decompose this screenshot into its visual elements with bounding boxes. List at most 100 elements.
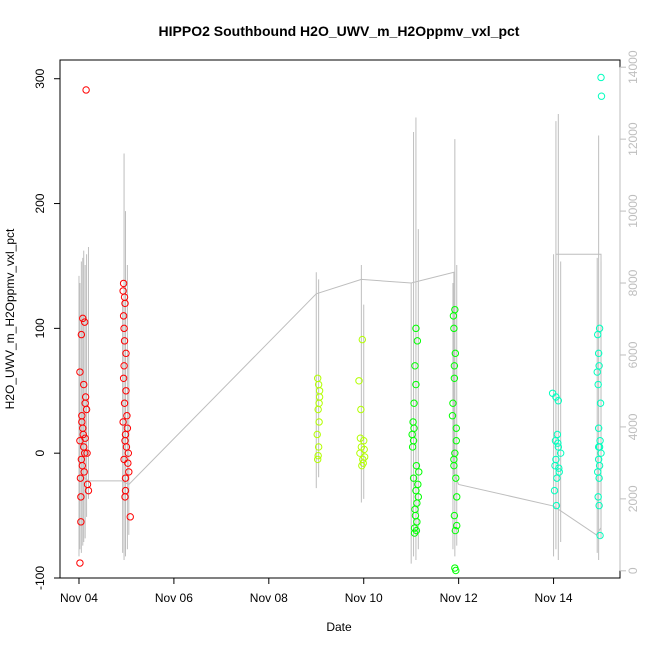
point-s0-38 (119, 287, 127, 295)
point-s0-18 (77, 518, 85, 526)
point-s3-13 (555, 464, 563, 472)
point-s2-28 (451, 349, 460, 358)
y-tick-label-2: 100 (33, 318, 47, 338)
point-s2-10 (411, 362, 419, 370)
y-axis-left: -100 0 100 200 300 (33, 68, 61, 590)
point-s1-22 (356, 434, 365, 442)
point-s3-35 (594, 443, 603, 451)
point-s3-9 (552, 393, 560, 401)
point-s2-40 (448, 412, 457, 420)
point-s1-18 (357, 405, 365, 414)
gray-connector-line (78, 253, 602, 536)
point-s2-15 (414, 480, 422, 489)
point-s1-6 (314, 443, 323, 451)
chart-title: HIPPO2 Southbound H2O_UWV_m_H2Oppmv_vxl_… (159, 23, 520, 39)
plot-frame (59, 59, 621, 579)
point-s0-19 (76, 559, 84, 567)
point-s2-22 (410, 424, 418, 432)
y-axis-label: H2O_UWV_m_H2Oppmv_vxl_pct (3, 228, 17, 409)
x-tick-label-4: Nov 12 (440, 591, 478, 605)
point-s0-30 (121, 474, 130, 482)
point-s0-51 (124, 459, 132, 467)
point-s2-16 (413, 499, 421, 507)
point-s3-3 (555, 468, 563, 476)
point-s0-29 (119, 418, 127, 426)
x-tick-label-2: Nov 08 (250, 591, 288, 605)
y2-tick-label-5: 10000 (626, 194, 640, 228)
point-s3-2 (553, 430, 562, 439)
point-s2-25 (452, 424, 460, 432)
point-s2-12 (413, 337, 422, 345)
point-s2-3 (413, 518, 421, 526)
point-s1-9 (315, 399, 323, 407)
point-s2-8 (410, 399, 418, 407)
point-s1-1 (313, 374, 322, 382)
point-s1-19 (358, 335, 367, 344)
point-s3-21 (594, 380, 602, 389)
y-tick-label-1: 0 (33, 450, 47, 457)
point-s3-14 (551, 436, 560, 445)
point-s3-31 (596, 531, 604, 540)
point-s2-19 (415, 468, 423, 476)
point-s2-18 (408, 443, 417, 451)
point-s2-38 (450, 455, 458, 464)
point-s0-17 (77, 330, 86, 339)
point-s1-21 (359, 459, 367, 467)
x-tick-label-3: Nov 10 (345, 591, 383, 605)
point-s0-48 (122, 387, 130, 395)
point-s1-12 (356, 449, 364, 457)
point-s1-2 (315, 393, 324, 401)
point-s3-1 (554, 443, 563, 451)
point-s0-34 (120, 324, 128, 333)
point-s0-3 (76, 474, 85, 482)
point-s2-33 (453, 493, 461, 501)
x-axis-label: Date (326, 620, 352, 634)
point-s2-34 (450, 511, 459, 520)
point-s3-26 (595, 362, 603, 370)
point-s1-5 (313, 430, 321, 439)
point-s2-42 (453, 521, 461, 530)
point-s0-45 (126, 513, 134, 521)
point-s0-14 (82, 405, 91, 414)
point-s2-41 (450, 362, 459, 370)
point-s2-11 (412, 324, 420, 333)
point-s1-4 (315, 418, 323, 426)
point-s0-49 (123, 412, 131, 420)
point-s0-41 (125, 468, 133, 476)
y2-tick-label-3: 6000 (626, 341, 640, 368)
point-s2-17 (411, 511, 420, 520)
point-s0-11 (80, 380, 88, 389)
point-s0-50 (119, 312, 128, 320)
point-s0-6 (77, 493, 85, 501)
point-s0-20 (82, 86, 90, 94)
point-s3-5 (556, 449, 565, 457)
y-tick-label-4: 300 (33, 68, 47, 88)
x-tick-label-1: Nov 06 (155, 591, 193, 605)
point-s2-29 (450, 324, 458, 333)
y2-tick-label-1: 2000 (626, 485, 640, 512)
point-s2-0 (409, 474, 418, 482)
point-s3-27 (596, 399, 605, 407)
point-s2-37 (452, 566, 460, 575)
point-s3-6 (551, 461, 559, 470)
point-s0-7 (80, 449, 89, 457)
point-s3-28 (594, 424, 603, 432)
point-s0-16 (80, 318, 89, 326)
point-s2-2 (411, 505, 419, 514)
point-s0-33 (122, 349, 130, 358)
point-s0-25 (80, 468, 88, 476)
point-s0-23 (83, 449, 91, 457)
point-s3-11 (550, 486, 559, 495)
y-tick-label-3: 200 (33, 193, 47, 213)
point-s0-46 (120, 337, 129, 345)
point-s2-26 (449, 399, 457, 407)
point-s2-32 (452, 474, 460, 482)
y2-tick-label-7: 14000 (626, 50, 640, 84)
point-s2-6 (408, 430, 416, 439)
y2-tick-label-0: 0 (626, 567, 640, 574)
point-s1-7 (314, 451, 322, 460)
point-s0-26 (81, 434, 89, 442)
point-s3-7 (554, 439, 562, 447)
point-s3-32 (597, 73, 605, 82)
